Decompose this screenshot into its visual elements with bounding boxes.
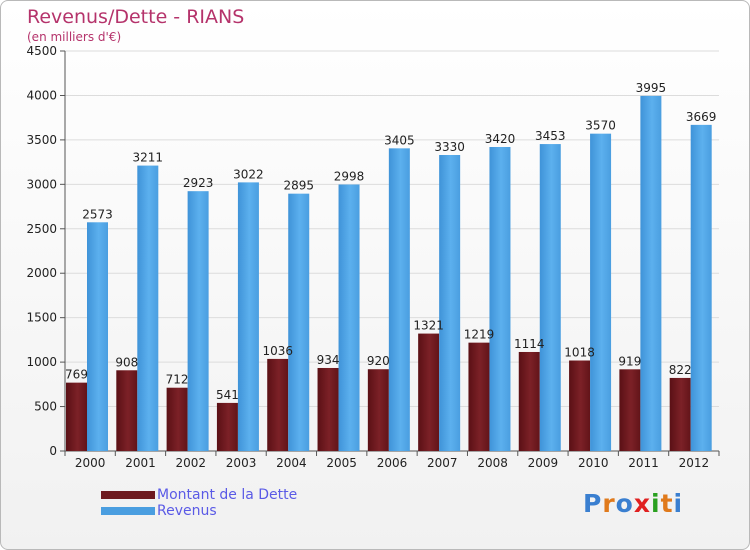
legend: Montant de la Dette Revenus — [101, 487, 297, 519]
logo-letter: r — [602, 489, 616, 518]
legend-swatch-revenus — [101, 507, 155, 515]
bar-dette-2006 — [367, 369, 389, 451]
data-labels: 769 2573 908 3211 712 2923 541 3022 1036 2895 934 2… — [65, 81, 716, 402]
bar-dette-2009 — [518, 351, 540, 451]
bars — [66, 95, 712, 452]
bar-revenus-2002 — [187, 191, 209, 451]
logo-letter: P — [583, 489, 603, 518]
bar-dette-2007 — [418, 333, 440, 451]
data-label-dette-2011: 919 — [618, 354, 641, 368]
logo-letter: o — [615, 489, 634, 518]
data-label-revenus-2000: 2573 — [82, 207, 113, 221]
x-tick-label: 2000 — [75, 456, 106, 470]
y-tick-label: 500 — [34, 400, 57, 414]
bar-revenus-2006 — [388, 148, 410, 452]
bar-revenus-2001 — [137, 165, 159, 452]
bar-revenus-2012 — [690, 124, 712, 451]
bar-revenus-2010 — [590, 133, 612, 451]
data-label-dette-2010: 1018 — [564, 346, 595, 360]
bar-revenus-2008 — [489, 147, 511, 451]
bar-dette-2011 — [619, 369, 641, 451]
bar-dette-2012 — [669, 377, 691, 451]
bar-dette-2008 — [468, 342, 490, 451]
data-label-revenus-2002: 2923 — [183, 176, 214, 190]
chart-subtitle: (en milliers d'€) — [27, 30, 122, 44]
bar-revenus-2003 — [237, 182, 259, 451]
bar-revenus-2007 — [439, 155, 461, 451]
legend-swatch-dette — [101, 491, 155, 499]
x-tick-label: 2006 — [377, 456, 408, 470]
data-label-dette-2009: 1114 — [514, 337, 545, 351]
bar-dette-2005 — [317, 367, 339, 451]
data-label-revenus-2007: 3330 — [434, 140, 465, 154]
x-tick-label: 2002 — [175, 456, 206, 470]
chart-title: Revenus/Dette - RIANS — [27, 6, 245, 28]
data-label-revenus-2003: 3022 — [233, 167, 264, 181]
data-label-dette-2012: 822 — [669, 363, 692, 377]
bar-revenus-2005 — [338, 184, 360, 451]
x-tick-label: 2007 — [427, 456, 458, 470]
data-label-dette-2008: 1219 — [464, 328, 495, 342]
data-label-dette-2006: 920 — [367, 354, 390, 368]
data-label-revenus-2009: 3453 — [535, 129, 566, 143]
y-tick-label: 3500 — [26, 133, 57, 147]
bar-dette-2010 — [569, 360, 591, 451]
legend-item-revenus: Revenus — [101, 503, 297, 519]
x-tick-label: 2011 — [628, 456, 659, 470]
logo-letter: t — [660, 489, 674, 518]
bar-revenus-2009 — [539, 144, 561, 452]
bar-dette-2004 — [267, 358, 289, 451]
data-label-dette-2000: 769 — [65, 368, 88, 382]
data-label-revenus-2001: 3211 — [133, 151, 164, 165]
x-tick-label: 2012 — [679, 456, 710, 470]
bar-revenus-2011 — [640, 95, 662, 451]
data-label-dette-2002: 712 — [166, 373, 189, 387]
data-label-revenus-2005: 2998 — [334, 170, 365, 184]
bar-revenus-2004 — [288, 193, 310, 451]
data-label-revenus-2010: 3570 — [585, 119, 616, 133]
data-label-revenus-2012: 3669 — [686, 110, 717, 124]
y-tick-label: 4500 — [26, 44, 57, 58]
x-tick-label: 2008 — [477, 456, 508, 470]
bar-dette-2002 — [166, 387, 188, 451]
data-label-revenus-2011: 3995 — [636, 81, 667, 95]
x-tick-label: 2005 — [326, 456, 357, 470]
bar-dette-2000 — [66, 382, 87, 451]
legend-label-revenus: Revenus — [157, 503, 217, 519]
data-label-dette-2001: 908 — [115, 355, 138, 369]
legend-item-dette: Montant de la Dette — [101, 487, 297, 503]
data-label-dette-2007: 1321 — [413, 319, 444, 333]
y-tick-label: 3000 — [26, 177, 57, 191]
x-tick-label: 2010 — [578, 456, 609, 470]
y-tick-label: 4000 — [26, 88, 57, 102]
data-label-dette-2003: 541 — [216, 388, 239, 402]
data-label-revenus-2006: 3405 — [384, 133, 415, 147]
x-tick-label: 2009 — [528, 456, 559, 470]
logo-letter: i — [673, 489, 684, 518]
y-tick-label: 2500 — [26, 222, 57, 236]
logo-letter: x — [633, 489, 651, 518]
logo-letter: i — [651, 489, 661, 518]
y-tick-label: 1000 — [26, 355, 57, 369]
y-tick-label: 0 — [49, 444, 57, 458]
proxiti-logo: Proxiti — [583, 489, 683, 518]
bar-revenus-2000 — [87, 222, 108, 451]
x-tick-label: 2003 — [226, 456, 257, 470]
y-tick-label: 2000 — [26, 266, 57, 280]
data-label-revenus-2004: 2895 — [283, 179, 314, 193]
x-tick-label: 2004 — [276, 456, 307, 470]
data-label-revenus-2008: 3420 — [485, 132, 516, 146]
bar-dette-2001 — [116, 370, 138, 451]
data-label-dette-2005: 934 — [317, 353, 340, 367]
bar-dette-2003 — [216, 402, 238, 451]
data-label-dette-2004: 1036 — [262, 344, 293, 358]
y-tick-label: 1500 — [26, 311, 57, 325]
x-tick-label: 2001 — [125, 456, 156, 470]
legend-label-dette: Montant de la Dette — [157, 487, 298, 503]
